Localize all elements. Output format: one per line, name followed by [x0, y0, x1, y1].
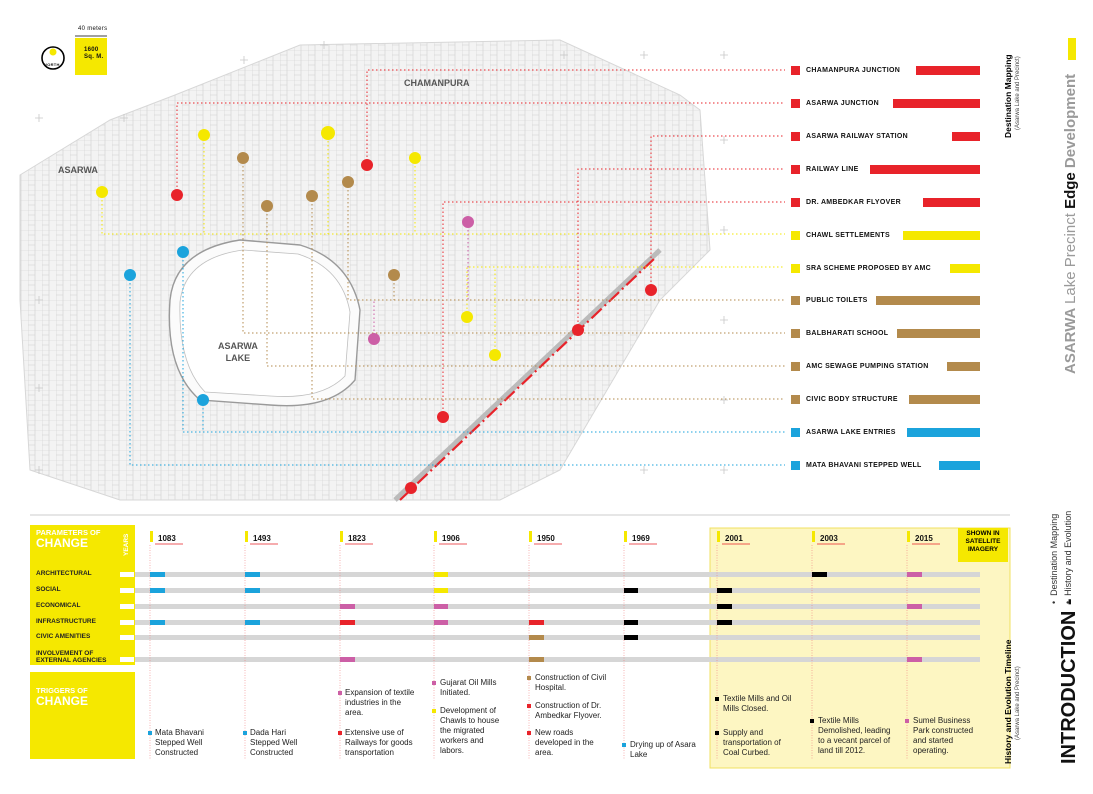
marker-sewage — [261, 200, 273, 212]
year-label: 1950 — [537, 534, 555, 543]
marker-chamanpura-junction — [361, 159, 373, 171]
marker-lake-entry — [197, 394, 209, 406]
satellite-zone — [709, 527, 1011, 769]
scale-meters: 40 meters — [78, 26, 108, 32]
marker-school — [237, 152, 249, 164]
trigger-text: Construction of Civil Hospital. — [535, 673, 607, 692]
urban-fabric — [19, 39, 711, 501]
marker-misc — [368, 333, 380, 345]
trigger-text: Sumel Business Park constructed and star… — [913, 716, 974, 755]
destination-label: MATA BHAVANI STEPPED WELL — [806, 462, 922, 469]
year-label: 1969 — [632, 534, 650, 543]
trigger-text: Drying up of Asara Lake — [630, 740, 696, 759]
destination-label: DR. AMBEDKAR FLYOVER — [806, 199, 901, 206]
project-title: ASARWA Lake Precinct Edge Development — [1062, 73, 1079, 374]
legend-swatches — [791, 66, 980, 470]
intro-item-destination: • Destination Mapping — [1049, 513, 1059, 604]
marker-misc — [462, 216, 474, 228]
trigger-text: Textile Mills Demolished, leading to a v… — [818, 716, 891, 755]
place-chamanpura: CHAMANPURA — [404, 78, 470, 88]
year-label: 1906 — [442, 534, 460, 543]
marker-railway-line — [572, 324, 584, 336]
marker-chawl — [198, 129, 210, 141]
destination-label: ASARWA LAKE ENTRIES — [806, 429, 896, 436]
destination-label: CHAWL SETTLEMENTS — [806, 232, 890, 239]
grid-crosses — [35, 41, 728, 474]
parameter-label: INVOLVEMENT OF EXTERNAL AGENCIES — [36, 650, 107, 664]
marker-chawl — [321, 126, 335, 140]
trigger-bullets — [148, 676, 909, 747]
satellite-label: SHOWN IN SATELLITE IMAGERY — [965, 530, 1001, 553]
year-label: 1493 — [253, 534, 271, 543]
marker-sra — [489, 349, 501, 361]
triggers-heading: TRIGGERS OF CHANGE — [36, 686, 89, 708]
trigger-text: New roads developed in the area. — [535, 728, 594, 757]
trigger-text: Dada Hari Stepped Well Constructed — [250, 728, 298, 757]
trigger-text: Gujarat Oil Mills Initiated. — [440, 678, 497, 697]
destination-label: AMC SEWAGE PUMPING STATION — [806, 363, 929, 370]
marker-stepped-well — [124, 269, 136, 281]
trigger-text: Supply and transportation of Coal Curbed… — [723, 728, 781, 757]
marker-sra — [461, 311, 473, 323]
destination-label: SRA SCHEME PROPOSED BY AMC — [806, 265, 932, 272]
marker-chawl — [96, 186, 108, 198]
scale-area: 1600 Sq. M. — [84, 47, 104, 60]
parameter-label: INFRASTRUCTURE — [36, 618, 96, 625]
marker-lake-entry — [177, 246, 189, 258]
parameter-label: SOCIAL — [36, 586, 61, 593]
history-subtitle: (Asarwa Lake and Precinct) — [1015, 666, 1021, 740]
intro-item-history: • History and Evolution — [1063, 510, 1073, 604]
year-label: 2015 — [915, 534, 933, 543]
marker-toilet — [388, 269, 400, 281]
marker-asarwa-junction — [171, 189, 183, 201]
trigger-text: Extensive use of Railways for goods tran… — [345, 728, 413, 757]
trigger-text: Textile Mills and Oil Mills Closed. — [723, 694, 792, 713]
place-asarwa: ASARWA — [58, 165, 98, 175]
year-label: 2001 — [725, 534, 743, 543]
destination-markers — [96, 126, 657, 494]
north-label: NORTH — [44, 62, 60, 67]
destination-label: CIVIC BODY STRUCTURE — [806, 396, 898, 403]
year-label: 2003 — [820, 534, 838, 543]
year-label: 1823 — [348, 534, 366, 543]
trigger-text: Construction of Dr. Ambedkar Flyover. — [535, 701, 602, 720]
marker-civic — [306, 190, 318, 202]
marker-toilet — [342, 176, 354, 188]
parameter-rows — [135, 572, 980, 662]
place-asarwa-lake: ASARWA LAKE — [218, 341, 258, 363]
parameters-panel — [30, 525, 135, 665]
destination-label: CHAMANPURA JUNCTION — [806, 67, 901, 74]
parameter-label: ECONOMICAL — [36, 602, 81, 609]
introduction-heading: INTRODUCTION - — [1058, 598, 1080, 764]
trigger-text: Mata Bhavani Stepped Well Constructed — [155, 728, 204, 757]
years-label: YEARS — [123, 533, 130, 556]
marker-railway-station — [645, 284, 657, 296]
trigger-text: Expansion of textile industries in the a… — [345, 688, 415, 717]
railway-track — [393, 248, 662, 502]
year-label: 1083 — [158, 534, 176, 543]
scale-box — [75, 38, 107, 75]
north-arrow-icon — [41, 46, 65, 70]
parameter-label: CIVIC AMENITIES — [36, 633, 91, 640]
dest-mapping-title: Destination Mapping — [1003, 54, 1013, 138]
destination-label: RAILWAY LINE — [806, 166, 859, 173]
parameter-label: ARCHITECTURAL — [36, 570, 92, 577]
history-title: History and Evolution Timeline — [1003, 639, 1013, 764]
destination-label: ASARWA JUNCTION — [806, 100, 879, 107]
parameters-heading: PARAMETERS OF CHANGE — [36, 528, 101, 550]
parameter-marks — [150, 572, 922, 662]
marker-flyover-end — [405, 482, 417, 494]
destination-label: ASARWA RAILWAY STATION — [806, 133, 909, 140]
destination-label: PUBLIC TOILETS — [806, 297, 868, 304]
marker-chawl — [409, 152, 421, 164]
railway-line-path — [399, 257, 656, 501]
satellite-badge — [958, 528, 1008, 562]
trigger-text: Development of Chawls to house the migra… — [440, 706, 500, 755]
marker-flyover — [437, 411, 449, 423]
dest-mapping-subtitle: (Asarwa Lake and Precinct) — [1015, 56, 1021, 130]
destination-label: BALBHARATI SCHOOL — [806, 330, 889, 337]
